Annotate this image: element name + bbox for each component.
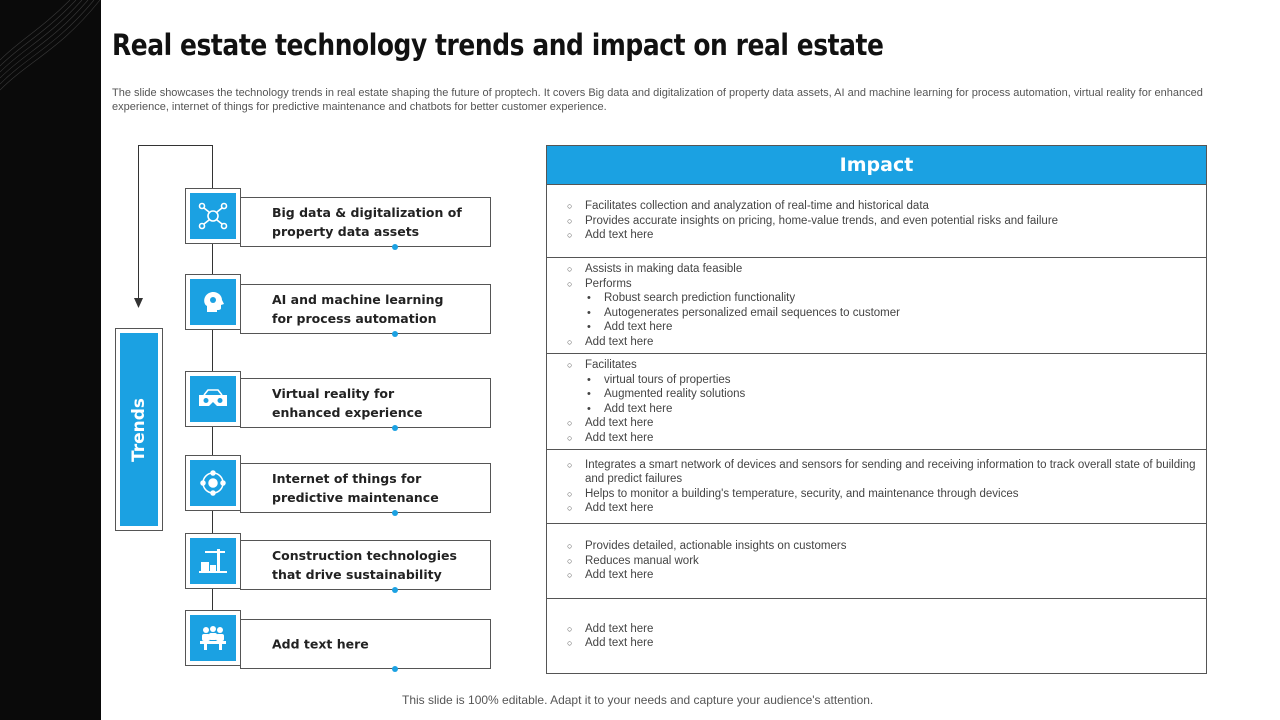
connector-top-horizontal [138,145,213,146]
impact-row: Facilitates collection and analyzation o… [547,185,1206,258]
trends-label: Trends [129,397,149,462]
impact-item: Add text here [567,431,745,446]
connector-left-vertical [138,145,139,303]
trend-label: Construction technologies that drive sus… [272,548,457,582]
impact-list: Add text hereAdd text here [547,622,653,651]
impact-row: Facilitatesvirtual tours of propertiesAu… [547,354,1206,450]
trend-label-box: Big data & digitalization of property da… [240,197,491,250]
trend-icon-frame [185,455,241,511]
trend-label-box: Add text here [240,619,491,672]
trend-dot [392,666,398,672]
impact-row: Assists in making data feasiblePerformsR… [547,258,1206,354]
impact-list: Integrates a smart network of devices an… [547,458,1206,516]
impact-list: Provides detailed, actionable insights o… [547,539,846,583]
trend-icon-frame [185,274,241,330]
impact-subitem: virtual tours of properties [567,373,745,388]
trend-icon-frame [185,371,241,427]
trend-dot [392,587,398,593]
impact-item: Add text here [567,416,745,431]
data-network-icon [190,193,236,239]
impact-list: Facilitates collection and analyzation o… [547,199,1058,243]
trend-dot [392,425,398,431]
trend-label: Big data & digitalization of property da… [272,205,462,239]
impact-item: Performs [567,277,900,292]
impact-header: Impact [547,146,1206,185]
trend-label-box: Internet of things for predictive mainte… [240,463,491,516]
trend-icon-frame [185,610,241,666]
impact-item: Add text here [567,335,900,350]
trend-dot [392,244,398,250]
impact-list: Assists in making data feasiblePerformsR… [547,262,900,349]
construction-crane-icon [190,538,236,584]
trend-dot [392,331,398,337]
trends-panel-fill: Trends [120,333,158,526]
wave-pattern-decoration [0,0,101,91]
trend-label: Add text here [272,636,369,652]
impact-row: Provides detailed, actionable insights o… [547,524,1206,599]
impact-item: Add text here [567,228,1058,243]
impact-row: Add text hereAdd text here [547,599,1206,673]
impact-subitem: Autogenerates personalized email sequenc… [567,306,900,321]
page-subtitle: The slide showcases the technology trend… [112,87,1203,113]
left-decorative-band [0,0,101,720]
meeting-people-icon [190,615,236,661]
impact-subitem: Add text here [567,320,900,335]
trend-icon-frame [185,533,241,589]
trend-label-box: Construction technologies that drive sus… [240,540,491,593]
page-title: Real estate technology trends and impact… [112,28,884,62]
impact-subitem: Robust search prediction functionality [567,291,900,306]
impact-list: Facilitatesvirtual tours of propertiesAu… [547,358,745,445]
impact-item: Assists in making data feasible [567,262,900,277]
impact-subitem: Augmented reality solutions [567,387,745,402]
impact-item: Provides accurate insights on pricing, h… [567,214,1058,229]
trend-label-box: Virtual reality for enhanced experience [240,378,491,431]
arrow-down-icon [134,298,143,308]
impact-item: Facilitates collection and analyzation o… [567,199,1058,214]
trends-panel: Trends [115,328,163,531]
trend-label: Virtual reality for enhanced experience [272,386,423,420]
impact-item: Add text here [567,501,1206,516]
impact-item: Add text here [567,636,653,651]
impact-title: Impact [839,154,914,176]
vr-headset-icon [190,376,236,422]
impact-item: Reduces manual work [567,554,846,569]
trend-icon-frame [185,188,241,244]
impact-table: Impact Facilitates collection and analyz… [546,145,1207,674]
trend-label: Internet of things for predictive mainte… [272,471,439,505]
impact-subitem: Add text here [567,402,745,417]
footer-text: This slide is 100% editable. Adapt it to… [402,693,874,707]
impact-item: Add text here [567,622,653,637]
impact-item: Add text here [567,568,846,583]
impact-item: Helps to monitor a building's temperatur… [567,487,1206,502]
impact-row: Integrates a smart network of devices an… [547,450,1206,524]
ai-head-icon [190,279,236,325]
trend-label-box: AI and machine learning for process auto… [240,284,491,337]
impact-item: Integrates a smart network of devices an… [567,458,1206,487]
trend-dot [392,510,398,516]
impact-item: Facilitates [567,358,745,373]
trend-label: AI and machine learning for process auto… [272,292,444,326]
impact-item: Provides detailed, actionable insights o… [567,539,846,554]
iot-network-icon [190,460,236,506]
